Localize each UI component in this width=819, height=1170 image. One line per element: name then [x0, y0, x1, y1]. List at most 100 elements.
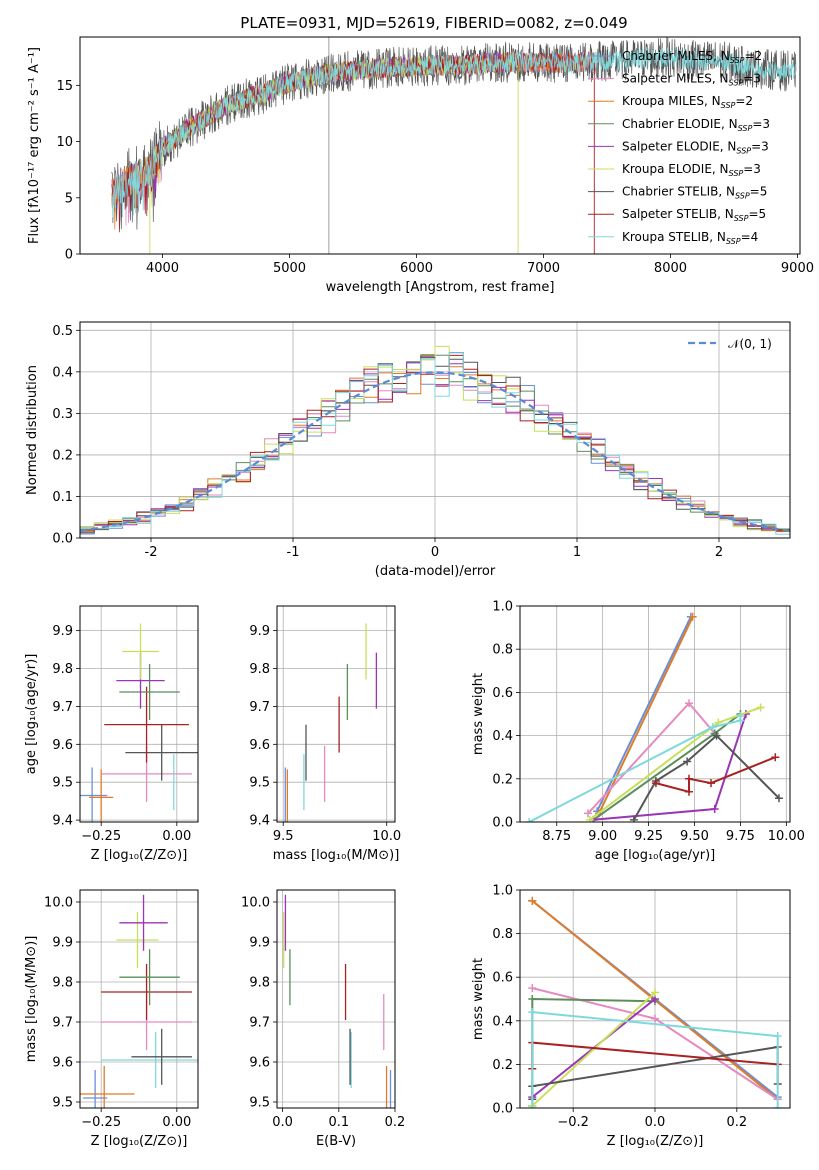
series-marker	[528, 995, 537, 1003]
y-axis-label: Normed distribution	[25, 365, 40, 495]
y-tick-label: 1.0	[492, 600, 513, 615]
point-chabrier-miles	[80, 767, 108, 822]
series-marker	[651, 1014, 659, 1023]
x-axis-label: Z [log₁₀(Z/Z⊙)]	[91, 1134, 188, 1149]
axes-frame	[79, 889, 199, 1109]
y-tick-label: 9.9	[249, 624, 270, 639]
series-marker	[708, 722, 717, 731]
legend-item-kroupa-elodie: Kroupa ELODIE, NSSP=3	[588, 162, 761, 178]
y-tick-label: 9.7	[249, 1016, 270, 1031]
axes-weight_vs_age: 8.75 9.00 9.25 9.50 9.75 10.00 0.0 0.2 0.4 0.6 0.8…	[471, 600, 805, 864]
series-marker	[712, 731, 721, 740]
series-marker	[771, 753, 780, 762]
legend-normal: 𝒩(0, 1)	[688, 337, 772, 351]
legend-item-chabrier-miles: Chabrier MILES, NSSP=2	[588, 49, 762, 65]
point-kroupa-stelib	[101, 1032, 198, 1088]
series-marker	[684, 787, 693, 796]
point-chabrier-stelib	[125, 724, 198, 781]
y-axis-label: mass [log₁₀(M/M⊙)]	[24, 936, 39, 1063]
y-tick-label: 0.4	[492, 1014, 513, 1029]
y-tick-label: 9.6	[249, 738, 270, 753]
axes-residuals: -2 -1 0 1 2 0.0 0.1 0.2 0.3 0.4 0.5 (data-model)/er…	[25, 321, 791, 579]
axes-mass_vs_ebv: 0.0 0.1 0.2 9.5 9.6 9.7 9.8 9.9 10.0 E(B-V)	[241, 889, 406, 1149]
x-axis-label: mass [log₁₀(M/M⊙)]	[273, 848, 400, 863]
plot-area-age_vs_mass	[284, 623, 378, 822]
y-axis-label: mass weight	[471, 673, 486, 755]
x-axis-label: (data-model)/error	[375, 564, 496, 579]
x-tick-label: 0.00	[162, 829, 191, 844]
y-tick-label: 5	[65, 191, 73, 206]
x-tick-label: 9.5	[273, 829, 294, 844]
x-axis-label: wavelength [Angstrom, rest frame]	[326, 280, 555, 295]
series-salpeter-stelib	[651, 753, 780, 796]
plot-area-residuals	[80, 345, 790, 535]
y-tick-label: 9.5	[249, 1096, 270, 1111]
x-tick-label: 9.50	[680, 829, 709, 844]
figure-title: PLATE=0931, MJD=52619, FIBERID=0082, z=0…	[240, 14, 627, 32]
legend-label: Kroupa MILES, NSSP=2	[622, 94, 753, 110]
x-tick-label: 7000	[527, 261, 560, 276]
y-tick-label: 0.2	[52, 448, 73, 463]
point-salpeter-elodie	[119, 894, 168, 951]
axes-frame	[519, 605, 791, 823]
series-kroupa-stelib	[525, 712, 745, 822]
y-tick-label: 9.9	[249, 936, 270, 951]
y-tick-label: 0.8	[492, 927, 513, 942]
y-tick-label: 0.2	[492, 1058, 513, 1073]
legend-item-salpeter-miles: Salpeter MILES, NSSP=3	[588, 72, 761, 88]
axes-frame	[79, 321, 791, 539]
series-marker	[651, 779, 660, 788]
legend-label: Chabrier STELIB, NSSP=5	[622, 185, 767, 201]
point-salpeter-stelib	[101, 964, 192, 1020]
y-tick-label: 0	[65, 248, 73, 263]
plot-area-age_vs_Z	[80, 623, 198, 822]
y-tick-label: 9.6	[52, 1056, 73, 1071]
axes-weight_vs_Z: −0.2 0.0 0.2 0.0 0.2 0.4 0.6 0.8 1.0 Z [log₁₀(Z/Z…	[471, 884, 791, 1149]
y-tick-label: 9.6	[249, 1056, 270, 1071]
legend-label: 𝒩(0, 1)	[728, 337, 772, 351]
point-kroupa-miles	[80, 1066, 135, 1108]
y-tick-label: 0.0	[492, 816, 513, 831]
y-tick-label: 9.8	[249, 976, 270, 991]
legend-item-chabrier-stelib: Chabrier STELIB, NSSP=5	[588, 185, 767, 201]
x-tick-label: 5000	[273, 261, 306, 276]
x-axis-label: E(B-V)	[316, 1134, 356, 1149]
legend-item-chabrier-elodie: Chabrier ELODIE, NSSP=3	[588, 117, 770, 133]
x-tick-label: 0.00	[162, 1115, 191, 1130]
series-marker	[583, 809, 592, 818]
x-tick-label: −0.25	[81, 829, 121, 844]
series-line	[598, 616, 694, 814]
y-tick-label: 0.4	[492, 729, 513, 744]
y-tick-label: 9.8	[52, 976, 73, 991]
y-tick-label: 9.5	[52, 1096, 73, 1111]
series-line	[531, 991, 656, 1107]
y-tick-label: 10	[56, 135, 73, 150]
legend-item-kroupa-stelib: Kroupa STELIB, NSSP=4	[588, 230, 758, 246]
y-tick-label: 9.9	[52, 624, 73, 639]
plot-area-weight_vs_Z	[528, 896, 782, 1108]
y-tick-label: 0.0	[492, 1102, 513, 1117]
x-tick-label: 2	[715, 545, 723, 560]
y-tick-label: 0.3	[52, 407, 73, 422]
x-tick-label: 10.0	[372, 829, 401, 844]
plot-area-mass_vs_ebv	[283, 894, 392, 1108]
series-marker	[528, 1008, 537, 1017]
x-axis-label: age [log₁₀(age/yr)]	[595, 848, 716, 863]
point-kroupa-elodie	[122, 623, 159, 680]
axes-spectrum: 4000 5000 6000 7000 8000 9000 0 5 10 15 wavelength…	[27, 36, 814, 295]
y-tick-label: 9.8	[52, 662, 73, 677]
y-tick-label: 9.5	[249, 776, 270, 791]
legend-item-kroupa-miles: Kroupa MILES, NSSP=2	[588, 94, 753, 110]
legend-label: Kroupa ELODIE, NSSP=3	[622, 162, 761, 178]
point-kroupa-miles	[89, 769, 114, 822]
x-tick-label: −0.25	[81, 1115, 121, 1130]
series-marker	[684, 774, 693, 783]
x-tick-label: -2	[145, 545, 158, 560]
x-tick-label: 0.0	[272, 1115, 293, 1130]
y-tick-label: 15	[56, 79, 73, 94]
plot-area-weight_vs_age	[525, 612, 783, 822]
x-tick-label: 0.2	[385, 1115, 406, 1130]
legend-label: Chabrier MILES, NSSP=2	[622, 49, 762, 65]
y-tick-label: 9.4	[52, 814, 73, 829]
